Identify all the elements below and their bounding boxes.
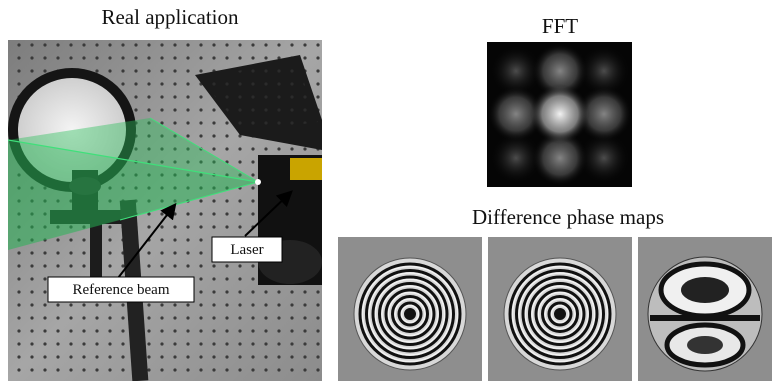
fft-title: FFT <box>542 14 578 38</box>
left-title: Real application <box>101 5 239 29</box>
phase-shape <box>687 336 723 354</box>
laser-label: Laser <box>230 242 263 258</box>
phase-shape <box>556 310 564 318</box>
phase-shape <box>406 310 414 318</box>
phase-title: Difference phase maps <box>472 205 664 229</box>
phase-maps <box>338 237 772 381</box>
phase-shape <box>681 277 729 303</box>
fft-image <box>487 42 632 187</box>
figure: Real application FFT Difference phase ma… <box>0 0 772 381</box>
photo <box>8 40 322 381</box>
reference-beam-label: Reference beam <box>72 282 169 298</box>
